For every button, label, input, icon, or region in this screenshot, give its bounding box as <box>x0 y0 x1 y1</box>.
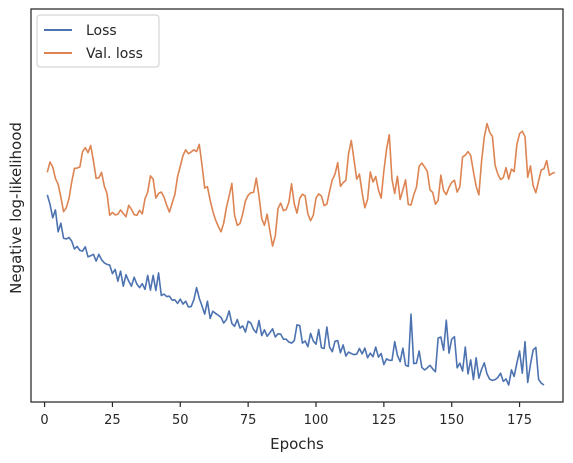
legend-label-val-loss: Val. loss <box>86 46 143 62</box>
legend-label-loss: Loss <box>86 23 117 39</box>
x-tick-label: 150 <box>439 413 464 428</box>
legend: Loss Val. loss <box>36 14 160 68</box>
x-tick-label: 100 <box>304 413 329 428</box>
x-tick-label: 50 <box>172 413 189 428</box>
plot-area: 0 25 50 75 100 125 150 175 <box>30 8 564 428</box>
x-tick-label: 0 <box>40 413 48 428</box>
series-layer <box>46 122 556 386</box>
x-tick-label: 75 <box>240 413 257 428</box>
x-tick-label: 175 <box>507 413 532 428</box>
axes-frame <box>30 8 564 403</box>
series-line-val-loss <box>46 122 556 247</box>
y-axis-label: Negative log-likelihood <box>7 122 25 294</box>
x-tick-label: 125 <box>371 413 396 428</box>
x-tick-layer: 0 25 50 75 100 125 150 175 <box>40 402 532 428</box>
series-line-loss <box>46 194 545 386</box>
x-tick-label: 25 <box>104 413 121 428</box>
x-axis-label: Epochs <box>270 435 324 453</box>
